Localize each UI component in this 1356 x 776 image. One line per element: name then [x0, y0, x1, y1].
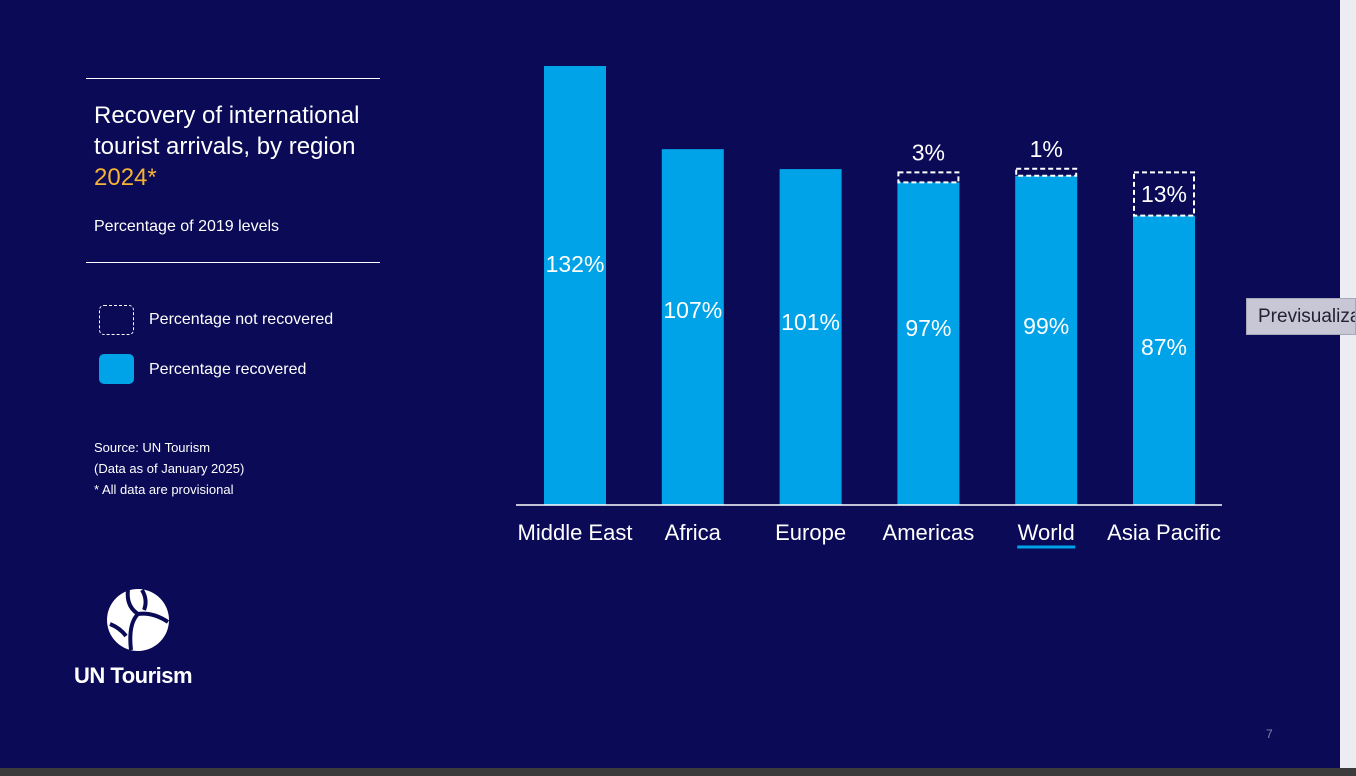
bar-label-americas: 97%	[905, 315, 951, 341]
legend-label-recovered: Percentage recovered	[149, 361, 307, 378]
bottom-rule	[86, 262, 380, 263]
title-year: 2024*	[94, 164, 157, 191]
bar-label-middle-east: 132%	[546, 251, 605, 277]
bar-recovered-world	[1015, 175, 1078, 505]
category-label-europe: Europe	[775, 520, 846, 545]
chart-subtitle: Percentage of 2019 levels	[94, 218, 280, 235]
window-edge	[1340, 0, 1356, 770]
legend-label-not-recovered: Percentage not recovered	[149, 311, 334, 328]
title-line-1: Recovery of international	[94, 102, 360, 129]
bar-recovered-africa	[661, 149, 724, 506]
logo-text: UN Tourism	[74, 663, 193, 688]
legend-swatch-recovered	[99, 354, 134, 384]
bar-not-recovered-world	[1015, 167, 1078, 177]
data-date-line: (Data as of January 2025)	[94, 461, 245, 476]
not-recovered-label-world: 1%	[1030, 136, 1063, 162]
bottom-bar	[0, 768, 1356, 776]
bar-label-asia-pacific: 87%	[1141, 334, 1187, 360]
bar-not-recovered-asia-pacific	[1133, 171, 1195, 217]
title-line-2: tourist arrivals, by region	[94, 133, 356, 160]
not-recovered-label-asia-pacific: 13%	[1141, 181, 1187, 207]
category-label-asia-pacific: Asia Pacific	[1107, 520, 1221, 545]
bar-recovered-asia-pacific	[1133, 215, 1195, 505]
bar-not-recovered-americas	[897, 171, 960, 184]
chart-title: Recovery of international tourist arriva…	[94, 100, 394, 193]
category-label-middle-east: Middle East	[518, 520, 633, 545]
bar-label-africa: 107%	[663, 297, 722, 323]
not-recovered-label-americas: 3%	[912, 139, 945, 165]
un-tourism-logo-icon	[107, 588, 170, 651]
source-line: Source: UN Tourism	[94, 440, 211, 455]
bar-recovered-middle-east	[544, 66, 606, 505]
preview-tab[interactable]: Previsualizar	[1246, 298, 1356, 335]
bar-recovered-europe	[779, 169, 842, 505]
category-label-world: World	[1018, 520, 1075, 545]
bar-label-world: 99%	[1023, 313, 1069, 339]
category-label-americas: Americas	[883, 520, 975, 545]
provisional-note: * All data are provisional	[94, 482, 234, 497]
category-label-africa: Africa	[665, 520, 722, 545]
bar-label-europe: 101%	[781, 309, 840, 335]
bar-recovered-americas	[897, 182, 960, 505]
page-number: 7	[1266, 727, 1273, 741]
top-rule	[86, 78, 380, 79]
legend-swatch-not-recovered	[99, 305, 134, 335]
